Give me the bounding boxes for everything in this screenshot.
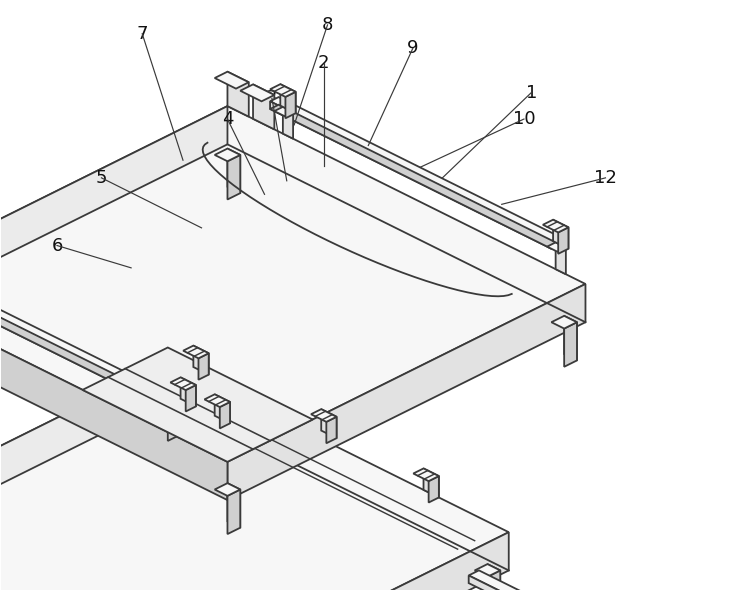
Polygon shape <box>270 97 560 241</box>
Polygon shape <box>283 107 293 139</box>
Polygon shape <box>280 84 295 113</box>
Polygon shape <box>270 105 560 249</box>
Polygon shape <box>469 570 522 591</box>
Polygon shape <box>170 378 196 390</box>
Polygon shape <box>185 532 509 591</box>
Polygon shape <box>564 316 577 361</box>
Polygon shape <box>487 570 500 591</box>
Polygon shape <box>228 284 586 500</box>
Polygon shape <box>0 106 228 322</box>
Polygon shape <box>547 242 566 252</box>
Polygon shape <box>240 85 275 101</box>
Polygon shape <box>0 363 509 591</box>
Polygon shape <box>413 469 439 481</box>
Polygon shape <box>423 469 439 498</box>
Polygon shape <box>286 92 295 118</box>
Text: 4: 4 <box>222 110 233 128</box>
Polygon shape <box>0 106 586 462</box>
Polygon shape <box>327 417 336 443</box>
Polygon shape <box>0 283 236 443</box>
Text: 10: 10 <box>513 110 535 128</box>
Polygon shape <box>205 394 230 407</box>
Polygon shape <box>186 385 196 411</box>
Polygon shape <box>199 353 209 380</box>
Polygon shape <box>215 483 240 496</box>
Text: 1: 1 <box>526 83 537 102</box>
Polygon shape <box>168 405 181 434</box>
Text: 12: 12 <box>594 169 617 187</box>
Polygon shape <box>487 564 500 591</box>
Polygon shape <box>228 148 240 193</box>
Polygon shape <box>270 101 551 249</box>
Text: 3: 3 <box>266 89 278 108</box>
Polygon shape <box>311 409 336 422</box>
Polygon shape <box>228 483 240 528</box>
Polygon shape <box>215 394 230 423</box>
Polygon shape <box>321 409 336 438</box>
Text: 8: 8 <box>322 16 333 34</box>
Polygon shape <box>564 322 577 367</box>
Polygon shape <box>0 284 228 500</box>
Polygon shape <box>469 576 511 591</box>
Polygon shape <box>181 378 196 407</box>
Polygon shape <box>183 346 209 358</box>
Polygon shape <box>0 524 185 591</box>
Polygon shape <box>429 476 439 502</box>
Polygon shape <box>0 279 245 436</box>
Polygon shape <box>551 316 577 329</box>
Polygon shape <box>228 489 240 534</box>
Polygon shape <box>475 564 500 577</box>
Polygon shape <box>0 363 168 562</box>
Polygon shape <box>219 402 230 428</box>
Polygon shape <box>228 155 240 200</box>
Polygon shape <box>543 220 568 232</box>
Polygon shape <box>0 286 245 443</box>
Text: 7: 7 <box>136 25 148 43</box>
Polygon shape <box>556 242 566 274</box>
Text: 2: 2 <box>318 54 330 72</box>
Text: 5: 5 <box>96 169 107 187</box>
Text: 9: 9 <box>407 40 419 57</box>
Polygon shape <box>215 72 248 89</box>
Text: 6: 6 <box>51 236 62 255</box>
Polygon shape <box>228 72 248 116</box>
Polygon shape <box>155 405 181 418</box>
Polygon shape <box>275 107 293 116</box>
Polygon shape <box>215 148 240 161</box>
Polygon shape <box>270 84 295 97</box>
Polygon shape <box>253 85 275 129</box>
Polygon shape <box>553 220 568 249</box>
Polygon shape <box>193 346 209 375</box>
Polygon shape <box>168 411 181 441</box>
Polygon shape <box>558 228 568 254</box>
Polygon shape <box>83 348 312 462</box>
